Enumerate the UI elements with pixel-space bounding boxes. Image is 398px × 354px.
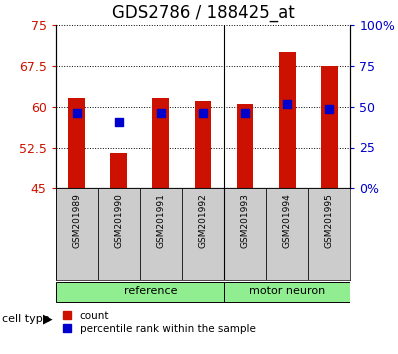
Bar — [98, 188, 140, 280]
Text: GSM201989: GSM201989 — [72, 193, 81, 248]
Text: GSM201993: GSM201993 — [240, 193, 250, 248]
Bar — [224, 188, 266, 280]
Point — [74, 110, 80, 116]
Point — [116, 119, 122, 125]
Bar — [237, 104, 254, 188]
Bar — [279, 52, 296, 188]
Bar — [110, 153, 127, 188]
Bar — [224, 281, 350, 302]
Bar — [182, 188, 224, 280]
Text: motor neuron: motor neuron — [249, 286, 325, 297]
Point — [326, 107, 332, 112]
Point — [284, 101, 290, 107]
Bar — [266, 188, 308, 280]
Title: GDS2786 / 188425_at: GDS2786 / 188425_at — [111, 4, 295, 22]
Text: ▶: ▶ — [43, 313, 53, 326]
Text: GSM201995: GSM201995 — [325, 193, 334, 248]
Bar — [152, 98, 169, 188]
Bar — [56, 188, 98, 280]
Text: reference: reference — [124, 286, 177, 297]
Bar — [140, 188, 182, 280]
Text: GSM201991: GSM201991 — [156, 193, 166, 248]
Bar — [195, 101, 211, 188]
Point — [200, 110, 206, 116]
Bar — [321, 66, 338, 188]
Legend: count, percentile rank within the sample: count, percentile rank within the sample — [61, 309, 258, 336]
Bar — [68, 98, 85, 188]
Bar — [308, 188, 350, 280]
Text: GSM201990: GSM201990 — [114, 193, 123, 248]
Point — [158, 110, 164, 116]
Point — [242, 110, 248, 116]
Text: GSM201992: GSM201992 — [199, 193, 207, 248]
Text: cell type: cell type — [2, 314, 50, 324]
Text: GSM201994: GSM201994 — [283, 193, 292, 248]
Bar — [56, 281, 224, 302]
